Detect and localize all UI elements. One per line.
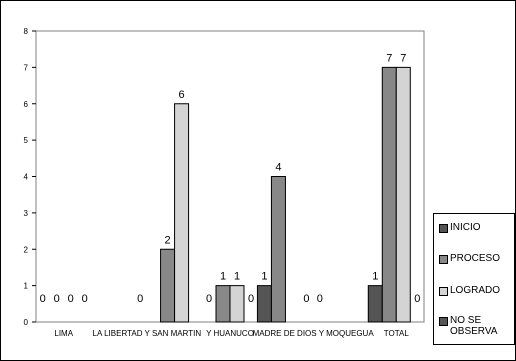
y-tick-label: 3: [24, 209, 29, 218]
y-tick-label: 6: [24, 100, 29, 109]
data-label: 0: [40, 293, 46, 305]
legend-label: NO SE OBSERVA: [450, 315, 498, 337]
legend-swatch-logrado: [439, 287, 448, 296]
legend-item-proceso: PROCESO: [439, 253, 500, 264]
legend-item-no-se-observa: NO SE OBSERVA: [439, 315, 514, 337]
legend-item-inicio: INICIO: [439, 222, 481, 233]
y-tick-label: 1: [24, 282, 29, 291]
legend-swatch-inicio: [439, 224, 448, 233]
legend: INICIO PROCESO LOGRADO NO SE OBSERVA: [433, 213, 515, 345]
legend-label: INICIO: [450, 222, 481, 233]
bar-proceso: [270, 176, 286, 323]
x-tick-label: LIMA: [54, 329, 73, 338]
legend-label: LOGRADO: [450, 285, 501, 296]
data-label: 1: [234, 271, 240, 283]
plot-area: [35, 30, 425, 323]
data-label: 0: [137, 293, 143, 305]
data-label: 0: [248, 293, 254, 305]
bar-proceso: [381, 66, 397, 323]
x-tick-label: TOTAL: [384, 329, 410, 338]
data-label: 7: [386, 52, 392, 64]
data-label: 0: [317, 293, 323, 305]
bar-inicio: [256, 285, 272, 323]
x-tick-label: LA LIBERTAD Y SAN MARTIN: [93, 329, 202, 338]
data-label: 2: [165, 234, 171, 246]
bar-inicio: [367, 285, 383, 323]
data-label: 1: [372, 271, 378, 283]
data-label: 6: [179, 89, 185, 101]
data-label: 0: [414, 293, 420, 305]
bar-proceso: [160, 248, 176, 323]
x-axis-labels: LIMA LA LIBERTAD Y SAN MARTIN Y HUANUCOMAD…: [54, 329, 409, 338]
legend-swatch-no-se-observa: [439, 317, 448, 326]
bar-proceso: [215, 285, 231, 323]
data-label: 0: [303, 293, 309, 305]
legend-swatch-proceso: [439, 255, 448, 264]
bar-logrado: [229, 285, 245, 323]
y-tick-label: 2: [24, 245, 29, 254]
bars: [160, 66, 411, 323]
bar-logrado: [174, 103, 190, 323]
y-axis: 0 1 2 3 4 5 6 7 8: [24, 27, 36, 327]
legend-item-logrado: LOGRADO: [439, 285, 500, 296]
data-label: 1: [261, 271, 267, 283]
y-tick-label: 0: [24, 318, 29, 327]
data-label: 1: [220, 271, 226, 283]
data-label: 0: [82, 293, 88, 305]
x-tick-label: MADRE DE DIOS Y MOQUEGUA: [253, 329, 375, 338]
y-tick-label: 4: [24, 173, 29, 182]
data-label: 0: [206, 293, 212, 305]
bar-logrado: [395, 66, 411, 323]
data-label: 7: [400, 52, 406, 64]
x-tick-label: Y HUANUCO: [206, 329, 254, 338]
y-tick-label: 7: [24, 63, 29, 72]
y-tick-label: 5: [24, 136, 29, 145]
data-label: 0: [54, 293, 60, 305]
data-label: 0: [68, 293, 74, 305]
data-label: 4: [275, 162, 281, 174]
legend-label: PROCESO: [450, 253, 501, 264]
y-tick-label: 8: [24, 27, 29, 36]
